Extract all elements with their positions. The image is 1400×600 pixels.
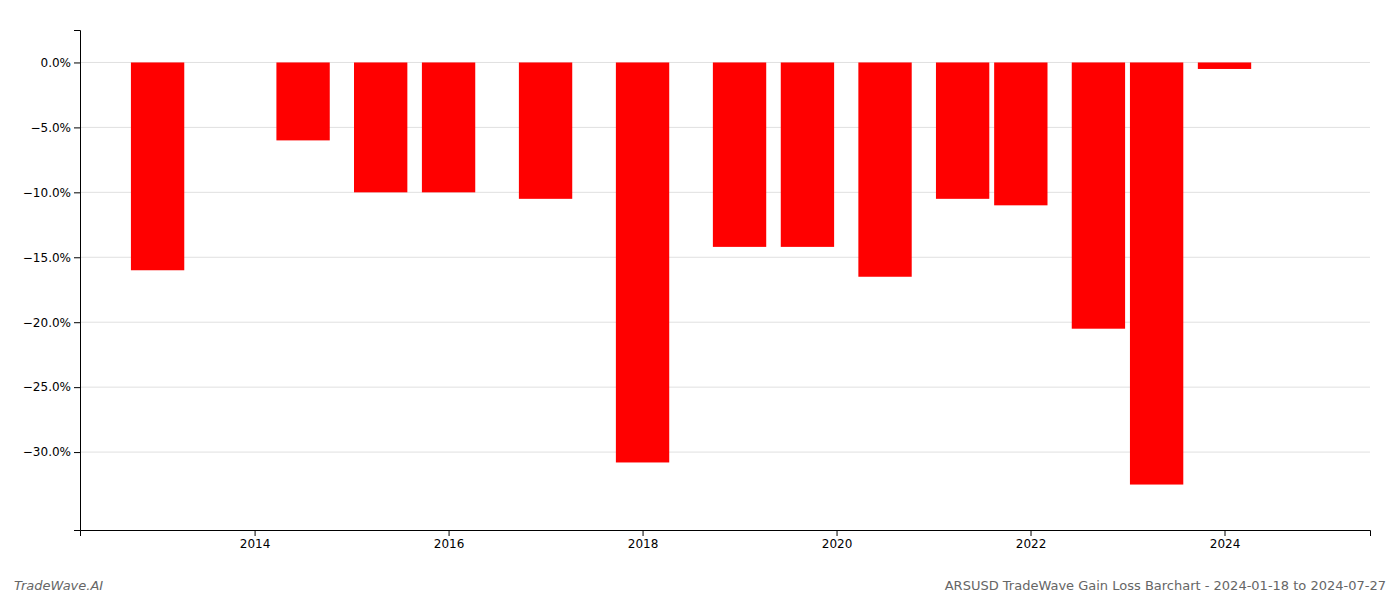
y-tick-mark bbox=[74, 322, 80, 323]
y-axis-line bbox=[74, 31, 81, 531]
y-tick-label: −30.0% bbox=[23, 445, 71, 459]
x-tick-label: 2020 bbox=[822, 537, 853, 551]
y-tick-mark bbox=[74, 62, 80, 63]
footer-right: ARSUSD TradeWave Gain Loss Barchart - 20… bbox=[945, 578, 1386, 593]
x-tick-label: 2016 bbox=[434, 537, 465, 551]
x-tick-label: 2022 bbox=[1016, 537, 1047, 551]
x-tick: 2020 bbox=[822, 530, 853, 551]
bars bbox=[131, 62, 1251, 484]
bar bbox=[131, 62, 184, 270]
x-axis: 2014 2016 2018 2020 2022 2024 bbox=[81, 530, 1371, 551]
bar bbox=[713, 62, 766, 246]
chart: 2014 2016 2018 2020 2022 2024 0.0% −5.0% −10.0% −… bbox=[0, 0, 1400, 600]
y-tick-mark bbox=[74, 192, 80, 193]
x-tick-mark bbox=[643, 530, 644, 536]
bar bbox=[1130, 62, 1183, 484]
bar bbox=[994, 62, 1047, 205]
y-tick-label: −20.0% bbox=[23, 316, 71, 330]
bar bbox=[519, 62, 572, 198]
bar bbox=[616, 62, 669, 462]
bar bbox=[936, 62, 989, 198]
y-tick-mark bbox=[74, 452, 80, 453]
y-tick-label: −15.0% bbox=[23, 251, 71, 265]
y-tick-mark bbox=[74, 257, 80, 258]
x-tick-mark bbox=[449, 530, 450, 536]
y-tick: −20.0% bbox=[23, 316, 80, 330]
x-tick: 2014 bbox=[240, 530, 271, 551]
x-tick-label: 2024 bbox=[1210, 537, 1241, 551]
x-tick-mark bbox=[837, 530, 838, 536]
y-tick-mark bbox=[74, 127, 80, 128]
y-tick: −30.0% bbox=[23, 445, 80, 459]
bar bbox=[422, 62, 475, 192]
x-tick: 2016 bbox=[434, 530, 465, 551]
y-tick: −25.0% bbox=[23, 380, 80, 394]
y-tick-mark bbox=[74, 387, 80, 388]
bar bbox=[1198, 62, 1251, 68]
y-tick: 0.0% bbox=[41, 56, 81, 70]
x-tick-label: 2014 bbox=[240, 537, 271, 551]
x-tick: 2022 bbox=[1016, 530, 1047, 551]
y-tick-label: 0.0% bbox=[41, 56, 72, 70]
footer-left: TradeWave.AI bbox=[14, 578, 103, 593]
bar bbox=[276, 62, 329, 140]
x-tick: 2018 bbox=[628, 530, 659, 551]
y-tick-label: −10.0% bbox=[23, 186, 71, 200]
y-tick: −10.0% bbox=[23, 186, 80, 200]
x-tick-label: 2018 bbox=[628, 537, 659, 551]
y-tick-label: −5.0% bbox=[30, 121, 71, 135]
bar bbox=[1072, 62, 1125, 328]
x-tick-mark bbox=[1225, 530, 1226, 536]
y-tick: −5.0% bbox=[30, 121, 80, 135]
y-axis: 0.0% −5.0% −10.0% −15.0% −20.0% −25.0% −30.0% bbox=[23, 31, 81, 531]
y-tick: −15.0% bbox=[23, 251, 80, 265]
x-axis-line bbox=[81, 531, 1371, 537]
x-tick: 2024 bbox=[1210, 530, 1241, 551]
y-tick-label: −25.0% bbox=[23, 380, 71, 394]
bar bbox=[781, 62, 834, 246]
bar bbox=[858, 62, 911, 276]
bar bbox=[354, 62, 407, 192]
x-tick-mark bbox=[1031, 530, 1032, 536]
plot: 2014 2016 2018 2020 2022 2024 0.0% −5.0% −10.0% −… bbox=[23, 31, 1371, 551]
x-tick-mark bbox=[255, 530, 256, 536]
